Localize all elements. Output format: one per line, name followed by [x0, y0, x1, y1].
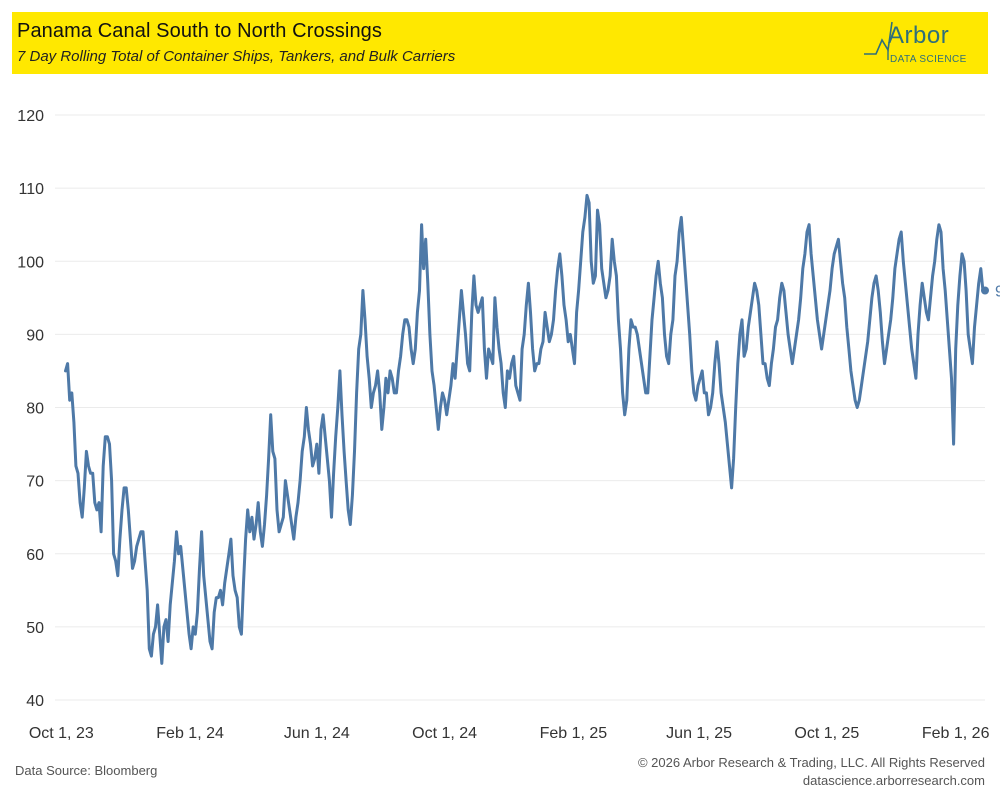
y-tick-label: 90	[26, 327, 44, 344]
y-tick-label: 110	[18, 181, 44, 198]
y-tick-label: 40	[26, 693, 44, 710]
arbor-logo: Arbor DATA SCIENCE	[862, 20, 974, 68]
last-value-marker	[981, 286, 989, 295]
y-tick-label: 120	[17, 108, 44, 125]
y-tick-label: 70	[26, 474, 44, 491]
copyright-text: © 2026 Arbor Research & Trading, LLC. Al…	[637, 755, 985, 770]
y-tick-label: 100	[17, 254, 44, 271]
x-tick-label: Feb 1, 26	[922, 725, 990, 742]
copyright-block: © 2026 Arbor Research & Trading, LLC. Al…	[638, 754, 985, 790]
chart-subtitle: 7 Day Rolling Total of Container Ships, …	[17, 48, 456, 65]
y-tick-label: 50	[26, 620, 44, 637]
grid-lines	[55, 114, 985, 701]
y-axis-ticks: 40 50 60 70 80 90 100 110 120	[17, 108, 44, 710]
x-tick-label: Oct 1, 23	[29, 725, 94, 742]
logo-tagline: DATA SCIENCE	[890, 54, 967, 65]
title-banner: Panama Canal South to North Crossings 7 …	[12, 12, 988, 74]
x-tick-label: Jun 1, 24	[284, 725, 350, 742]
series-line	[64, 193, 987, 665]
x-tick-label: Jun 1, 25	[666, 725, 732, 742]
x-axis-ticks: Oct 1, 23 Feb 1, 24 Jun 1, 24 Oct 1, 24 Feb …	[29, 725, 990, 742]
chart-title: Panama Canal South to North Crossings	[17, 20, 382, 42]
last-value-label: 96	[995, 284, 1000, 301]
line-chart: 40 50 60 70 80 90 100 110 120 Oct 1, 23 Feb 1, 24…	[17, 108, 1000, 742]
y-tick-label: 80	[26, 401, 44, 418]
y-tick-label: 60	[26, 547, 44, 564]
x-tick-label: Oct 1, 25	[794, 725, 859, 742]
x-tick-label: Feb 1, 25	[540, 725, 608, 742]
x-tick-label: Oct 1, 24	[412, 725, 477, 742]
x-tick-label: Feb 1, 24	[156, 725, 224, 742]
data-source: Data Source: Bloomberg	[15, 763, 158, 778]
logo-wordmark: Arbor	[888, 22, 950, 49]
tree-line-icon	[864, 21, 893, 60]
website-text: datascience.arborresearch.com	[802, 773, 985, 788]
